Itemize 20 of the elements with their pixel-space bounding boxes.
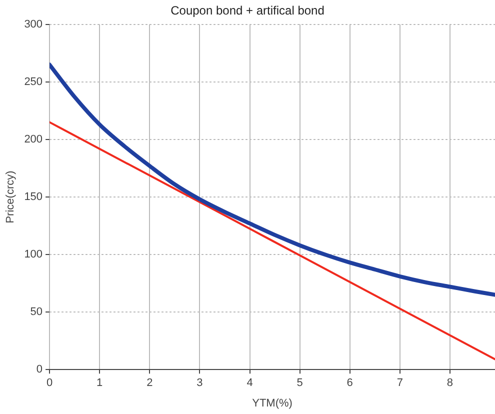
x-axis-title: YTM(%) xyxy=(252,397,292,410)
x-tick-label: 6 xyxy=(346,377,353,390)
y-axis-title: Price(crcy) xyxy=(4,170,17,224)
y-tick-label: 100 xyxy=(24,248,43,261)
y-tick-label: 0 xyxy=(36,364,43,376)
x-tick-label: 5 xyxy=(296,377,303,390)
line-series xyxy=(50,62,495,297)
y-tick-label: 300 xyxy=(24,18,43,30)
x-tick-label: 3 xyxy=(196,377,203,390)
x-tick-label: 4 xyxy=(246,377,253,390)
x-tick-label: 1 xyxy=(96,377,103,390)
x-tick-label: 0 xyxy=(46,377,53,390)
chart-title: Coupon bond + artifical bond xyxy=(170,4,324,18)
x-tick-label: 2 xyxy=(146,377,153,390)
y-tick-label: 200 xyxy=(24,134,43,146)
y-tick-label: 150 xyxy=(24,191,43,204)
x-tick-label: 8 xyxy=(446,377,454,390)
y-tick-label: 50 xyxy=(30,306,43,318)
y-tick-label: 250 xyxy=(24,76,43,88)
x-tick-label: 7 xyxy=(396,377,403,390)
